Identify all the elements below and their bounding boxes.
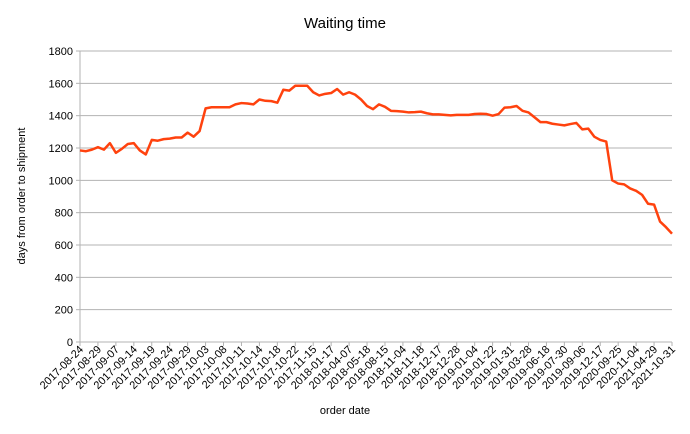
y-tick-label: 0 [67, 337, 73, 349]
chart-title: Waiting time [304, 15, 386, 32]
y-tick-label: 1200 [49, 143, 73, 155]
y-axis-title: days from order to shipment [16, 128, 28, 265]
x-axis-title: order date [320, 405, 370, 417]
y-tick-label: 1800 [49, 46, 73, 58]
y-tick-label: 1000 [49, 175, 73, 187]
y-tick-label: 800 [55, 208, 73, 220]
y-tick-label: 400 [55, 272, 73, 284]
line-series [79, 84, 673, 235]
y-tick-label: 600 [55, 240, 73, 252]
y-tick-label: 1400 [49, 111, 73, 123]
y-tick-label: 1600 [49, 78, 73, 90]
y-tick-label: 200 [55, 305, 73, 317]
